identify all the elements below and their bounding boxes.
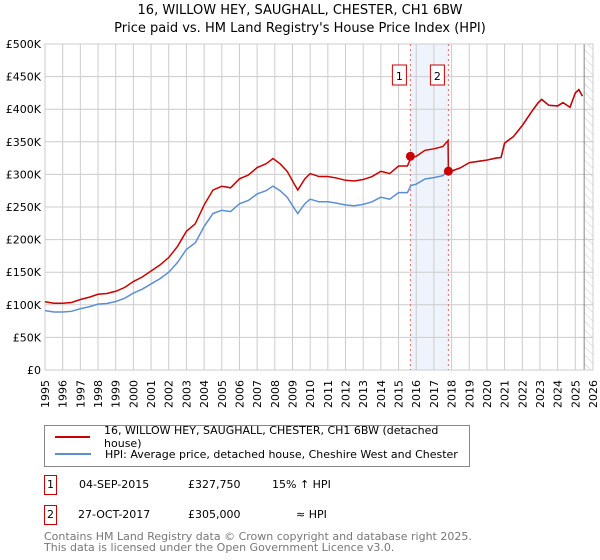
x-tick-label: 2020 <box>481 380 494 408</box>
x-tick-label: 2005 <box>216 380 229 408</box>
y-tick-label: £250K <box>6 201 42 214</box>
x-tick-label: 2023 <box>534 380 547 408</box>
footer: Contains HM Land Registry data © Crown c… <box>44 531 472 553</box>
chart-title: 16, WILLOW HEY, SAUGHALL, CHESTER, CH1 6… <box>0 2 600 38</box>
x-tick-label: 1998 <box>92 380 105 408</box>
title-line-2: Price paid vs. HM Land Registry's House … <box>114 21 486 36</box>
x-tick-label: 2015 <box>393 380 406 408</box>
y-tick-label: £0 <box>27 364 41 377</box>
x-tick-label: 1996 <box>57 380 70 408</box>
transaction-vs-hpi: ≈ HPI <box>296 508 327 521</box>
x-tick-label: 2026 <box>587 380 600 408</box>
legend-item-hpi: HPI: Average price, detached house, Ches… <box>55 446 458 462</box>
transaction-date: 04-SEP-2015 <box>79 478 150 491</box>
sale-point <box>405 151 415 161</box>
legend: 16, WILLOW HEY, SAUGHALL, CHESTER, CH1 6… <box>44 424 470 467</box>
transaction-date: 27-OCT-2017 <box>78 508 151 521</box>
transaction-marker: 2 <box>44 505 57 525</box>
sale-label-box <box>429 64 445 86</box>
y-tick-label: £450K <box>6 71 42 84</box>
x-tick-label: 2007 <box>251 380 264 408</box>
x-tick-label: 2011 <box>322 380 335 408</box>
footer-line-1: Contains HM Land Registry data © Crown c… <box>44 530 472 543</box>
legend-label-property: 16, WILLOW HEY, SAUGHALL, CHESTER, CH1 6… <box>104 424 439 450</box>
y-tick-label: £500K <box>6 38 42 51</box>
hpi-line <box>44 88 584 313</box>
legend-swatch-property <box>55 436 91 438</box>
sale-label-box <box>391 64 407 86</box>
x-tick-label: 2012 <box>340 380 353 408</box>
x-tick-label: 2013 <box>357 380 370 408</box>
x-tick-label: 2000 <box>127 380 140 408</box>
x-tick-label: 1999 <box>110 380 123 408</box>
x-tick-label: 1997 <box>74 380 87 408</box>
transaction-price: £327,750 <box>188 478 241 491</box>
transaction-price: £305,000 <box>188 508 241 521</box>
y-tick-label: £300K <box>6 168 42 181</box>
title-line-1: 16, WILLOW HEY, SAUGHALL, CHESTER, CH1 6… <box>137 3 463 18</box>
y-tick-label: £200K <box>6 234 42 247</box>
sale-point <box>443 166 453 176</box>
legend-swatch-hpi <box>55 453 91 455</box>
x-tick-label: 2008 <box>269 380 282 408</box>
legend-item-property: 16, WILLOW HEY, SAUGHALL, CHESTER, CH1 6… <box>55 424 469 450</box>
x-tick-label: 2004 <box>198 380 211 408</box>
x-tick-label: 1995 <box>39 380 52 408</box>
x-tick-label: 2006 <box>233 380 246 408</box>
x-tick-label: 2021 <box>499 380 512 408</box>
transaction-vs-hpi: 15% ↑ HPI <box>272 478 331 491</box>
x-tick-label: 2009 <box>286 380 299 408</box>
x-tick-label: 2018 <box>446 380 459 408</box>
y-tick-label: £150K <box>6 266 42 279</box>
x-tick-label: 2003 <box>180 380 193 408</box>
x-tick-label: 2002 <box>163 380 176 408</box>
property-line <box>44 88 584 305</box>
legend-label-hpi: HPI: Average price, detached house, Ches… <box>105 447 458 461</box>
x-tick-label: 2017 <box>428 380 441 408</box>
plot-frame <box>44 43 594 371</box>
y-tick-label: £50K <box>13 331 42 344</box>
x-tick-label: 2010 <box>304 380 317 408</box>
x-tick-label: 2024 <box>552 380 565 408</box>
y-tick-label: £350K <box>6 136 42 149</box>
transaction-marker: 1 <box>44 475 57 495</box>
x-tick-label: 2001 <box>145 380 158 408</box>
y-tick-label: £100K <box>6 299 42 312</box>
price-chart: £0 £50K £100K £150K £200K £250K £300K £350K £400… <box>6 38 600 408</box>
sale-label: 2 <box>434 70 441 83</box>
y-tick-label: £400K <box>6 103 42 116</box>
x-tick-label: 2019 <box>463 380 476 408</box>
x-tick-label: 2016 <box>410 380 423 408</box>
footer-line-2: This data is licensed under the Open Gov… <box>44 541 395 554</box>
x-tick-label: 2014 <box>375 380 388 408</box>
sale-label: 1 <box>396 70 403 83</box>
x-tick-label: 2022 <box>516 380 529 408</box>
forecast-hatch <box>584 44 593 370</box>
x-tick-label: 2025 <box>569 380 582 408</box>
